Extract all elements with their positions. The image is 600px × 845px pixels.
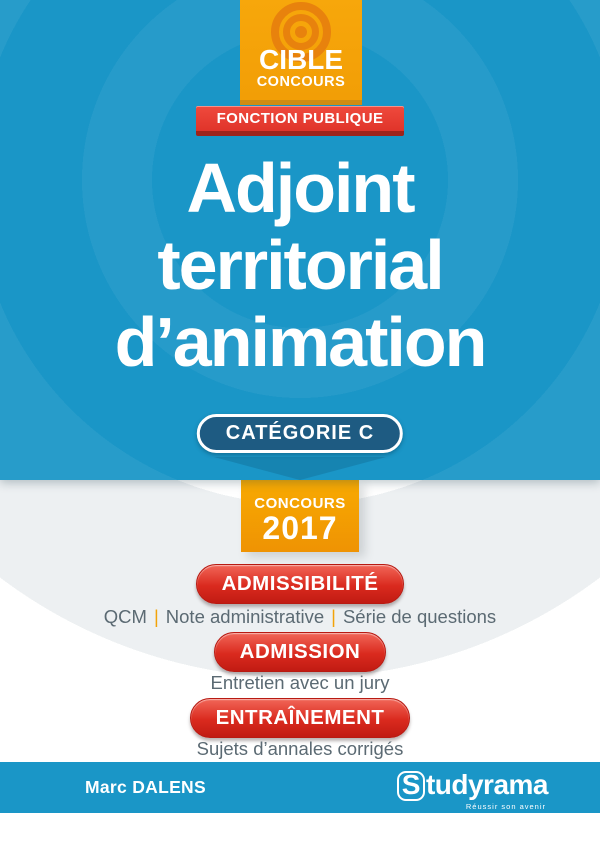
bottom-margin: [0, 813, 600, 845]
series-banner: FONCTION PUBLIQUE: [196, 106, 404, 136]
target-middle-ring: [283, 14, 319, 50]
edition-badge-year: 2017: [262, 510, 338, 546]
bullseye-target-icon: [240, 0, 362, 64]
ribbon-notch: [214, 457, 386, 480]
collection-name-line1: CIBLE: [259, 44, 343, 75]
collection-badge: CIBLE CONCOURS: [240, 0, 362, 105]
title-line-2: territorial: [157, 226, 444, 304]
title-line-3: d’animation: [114, 303, 488, 381]
target-outer-ring: [271, 2, 331, 62]
target-center-dot: [295, 26, 307, 38]
edition-badge-label: CONCOURS: [254, 495, 346, 512]
admissibilite-description: QCM | Note administrative | Série de questio…: [0, 606, 600, 628]
title-line-1: Adjoint: [186, 149, 415, 227]
author-name: Marc DALENS: [85, 777, 206, 797]
category-badge: CATÉGORIE C: [196, 414, 404, 453]
exam-structure-section: CONCOURS 2017 ADMISSIBILITÉ QCM | Note adm…: [0, 480, 600, 762]
admissibilite-pill: ADMISSIBILITÉ: [195, 564, 405, 604]
separator-bar: |: [331, 606, 336, 627]
admission-pill: ADMISSION: [213, 632, 387, 672]
cover-header-section: CIBLE CONCOURS FONCTION PUBLIQUE Adjoint…: [0, 0, 600, 480]
book-title: Adjoint territorial d’animation: [0, 150, 600, 381]
section-row-entrainement: ENTRAÎNEMENT: [0, 698, 600, 738]
collection-name-line2: CONCOURS: [256, 74, 346, 90]
desc-part: Note administrative: [165, 606, 325, 627]
entrainement-description: Sujets d’annales corrigés: [196, 738, 404, 759]
section-row-admissibilite: ADMISSIBILITÉ: [0, 564, 600, 604]
desc-part: QCM: [103, 606, 147, 627]
section-row-admission: ADMISSION: [0, 632, 600, 672]
publisher-logo-rest: tudyrama: [425, 769, 549, 800]
desc-part: Série de questions: [342, 606, 497, 627]
entrainement-pill: ENTRAÎNEMENT: [189, 698, 411, 738]
publisher-logo-initial: S: [396, 771, 425, 801]
edition-badge: CONCOURS 2017: [241, 480, 359, 552]
admission-description: Entretien avec un jury: [210, 672, 390, 693]
publisher-tagline: Réussir son avenir: [465, 802, 546, 811]
separator-bar: |: [153, 606, 159, 627]
